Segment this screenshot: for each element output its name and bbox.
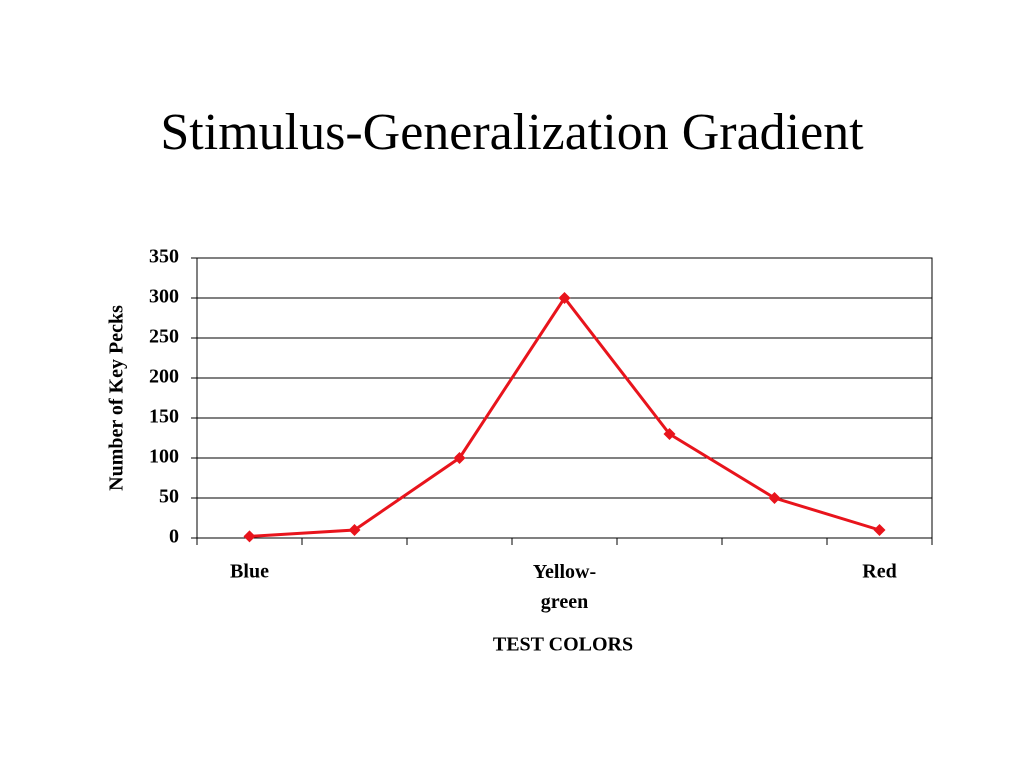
chart-title: Stimulus-Generalization Gradient [160,104,864,161]
y-tick-label: 0 [169,526,179,548]
data-point [243,530,256,543]
data-point [873,524,886,536]
y-tick-label: 200 [149,366,179,388]
x-tick-label: Red [862,561,896,583]
y-tick-label: 100 [149,446,179,468]
x-tick-label: Yellow-green [533,561,596,613]
x-axis-label: TEST COLORS [493,634,633,656]
data-point [348,524,361,536]
y-tick-label: 300 [149,286,179,308]
data-point [663,428,676,440]
y-tick-label: 350 [149,246,179,268]
y-axis-label: Number of Key Pecks [106,305,128,491]
data-point [558,292,571,304]
x-tick-label: Blue [230,561,269,583]
data-point [453,452,466,464]
y-tick-label: 150 [149,406,179,428]
data-point [768,492,781,504]
y-tick-label: 250 [149,326,179,348]
y-tick-label: 50 [159,486,179,508]
data-line [249,295,880,538]
